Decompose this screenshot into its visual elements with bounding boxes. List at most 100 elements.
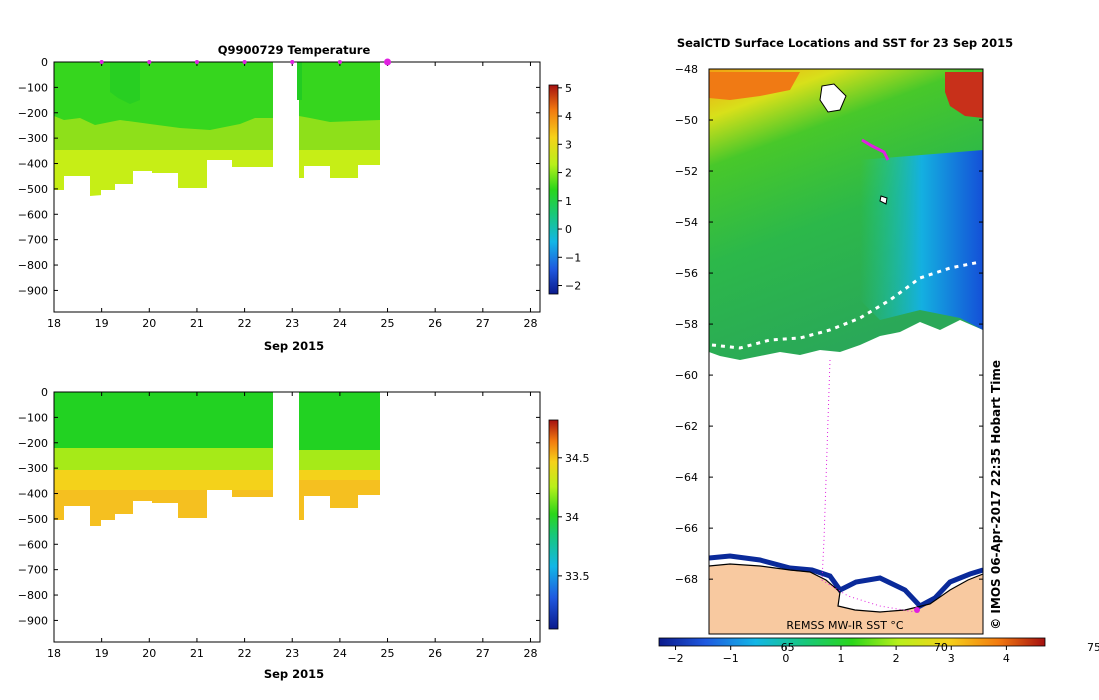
colorbar-tick-label: 34 [565,511,579,524]
x-tick-label: 21 [190,647,204,660]
sst-colorbar-label: 3 [948,652,955,665]
temperature-section: Q9900729 Temperature 18 19 20 21 22 23 24 25 26 2… [18,43,581,353]
sst-colorbar-ticks: −2−10123465707580 [667,641,1099,665]
lat-tick-label: −56 [675,267,698,280]
salinity-plot-frame [53,391,541,643]
lat-tick-label: −68 [675,573,698,586]
x-tick-label: 22 [238,317,252,330]
x-tick-label: 26 [428,647,442,660]
sst-colorbar-label: −1 [723,652,739,665]
lat-tick-label: −48 [675,63,698,76]
sst-colorbar-label: −2 [667,652,683,665]
x-tick-label: 23 [285,317,299,330]
y-tick-label: −200 [18,107,48,120]
temperature-field [54,62,380,196]
x-tick-label: 27 [476,647,490,660]
map-frame [708,68,984,635]
temperature-y-ticks: 0 −100 −200 −300 −400 −500 −600 −700 −800 −900 [18,56,540,297]
y-tick-label: 0 [41,56,48,69]
x-tick-label: 20 [142,647,156,660]
lat-tick-label: −66 [675,522,698,535]
coastline [709,563,983,613]
temp-surface-layer [299,62,380,122]
salinity-y-ticks: 0 −100 −200 −300 −400 −500 −600 −700 −800 −900 [18,386,540,627]
temperature-title: Q9900729 Temperature [218,43,371,57]
temperature-x-ticks: 18 19 20 21 22 23 24 25 26 27 28 [47,62,537,330]
island-heard [819,83,847,113]
x-tick-label: 28 [523,317,537,330]
profile-marker [99,60,104,64]
sst-cold-east [860,150,983,330]
colorbar-tick-label: 34.5 [565,452,590,465]
sst-colorbar-label: 1 [837,652,844,665]
x-tick-label: 19 [95,317,109,330]
temp-surface-layer [54,62,273,130]
x-tick-label: 23 [285,647,299,660]
colorbar-tick-label: −1 [565,251,581,264]
temperature-gap [273,62,299,187]
y-tick-label: −400 [18,488,48,501]
sst-colorbar-label: 4 [1003,652,1010,665]
colorbar-tick-label: 5 [565,82,572,95]
y-tick-label: −700 [18,234,48,247]
sst-warm-north [709,72,800,100]
y-tick-label: −100 [18,81,48,94]
salinity-colorbar-ticks: 34.5 34 33.5 [558,452,590,583]
colorbar-tick-label: 0 [565,223,572,236]
sst-colorbar-label: 0 [782,652,789,665]
salinity-section: 18 19 20 21 22 23 24 25 26 27 28 0 −100 −200 −300 −400… [18,386,590,681]
x-tick-label: 26 [428,317,442,330]
colorbar-tick-label: 33.5 [565,570,590,583]
sst-colorbar-fahrenheit-label: 70 [934,641,948,654]
profile-marker [337,60,342,64]
y-tick-label: −600 [18,208,48,221]
map-section: SealCTD Surface Locations and SST for 23… [658,36,1099,665]
y-tick-label: −900 [18,284,48,297]
lat-tick-label: −50 [675,114,698,127]
temperature-gap-sliver [297,62,302,100]
profile-marker [194,60,199,64]
sst-colorbar-label: 2 [893,652,900,665]
x-tick-label: 18 [47,647,61,660]
colorbar-tick-label: 2 [565,167,572,180]
x-tick-label: 24 [333,647,347,660]
salinity-x-ticks: 18 19 20 21 22 23 24 25 26 27 28 [47,392,537,660]
temperature-colorbar [548,84,559,295]
sea-ice-edge [709,553,983,610]
x-tick-label: 28 [523,647,537,660]
y-tick-label: 0 [41,386,48,399]
x-tick-label: 19 [95,647,109,660]
x-tick-label: 24 [333,317,347,330]
temperature-profile-markers [99,58,392,66]
y-tick-label: −200 [18,437,48,450]
y-tick-label: −400 [18,158,48,171]
y-tick-label: −700 [18,564,48,577]
lat-tick-label: −52 [675,165,698,178]
colorbar-tick-label: 4 [565,110,572,123]
profile-marker [384,58,392,66]
y-tick-label: −800 [18,589,48,602]
seal-location-marker [914,607,920,613]
colorbar-tick-label: 3 [565,138,572,151]
temp-coldcore [110,62,140,104]
temperature-colorbar-ticks: 5 4 3 2 1 0 −1 −2 [558,82,581,293]
y-tick-label: −500 [18,183,48,196]
sal-halocline [54,448,273,474]
colorbar-tick-label: 1 [565,195,572,208]
sst-colorbar [658,637,1046,647]
salinity-colorbar [548,419,559,630]
seal-track [821,359,916,613]
lat-tick-label: −58 [675,318,698,331]
y-tick-label: −300 [18,462,48,475]
map-colorbar-label: REMSS MW-IR SST °C [786,619,904,632]
antarctic-land [709,564,983,634]
salinity-gap [273,392,299,517]
x-tick-label: 25 [381,317,395,330]
x-tick-label: 27 [476,317,490,330]
x-tick-label: 22 [238,647,252,660]
profile-marker [147,60,152,64]
x-tick-label: 25 [381,647,395,660]
seal-track-north [861,138,890,161]
y-tick-label: −600 [18,538,48,551]
y-tick-label: −500 [18,513,48,526]
